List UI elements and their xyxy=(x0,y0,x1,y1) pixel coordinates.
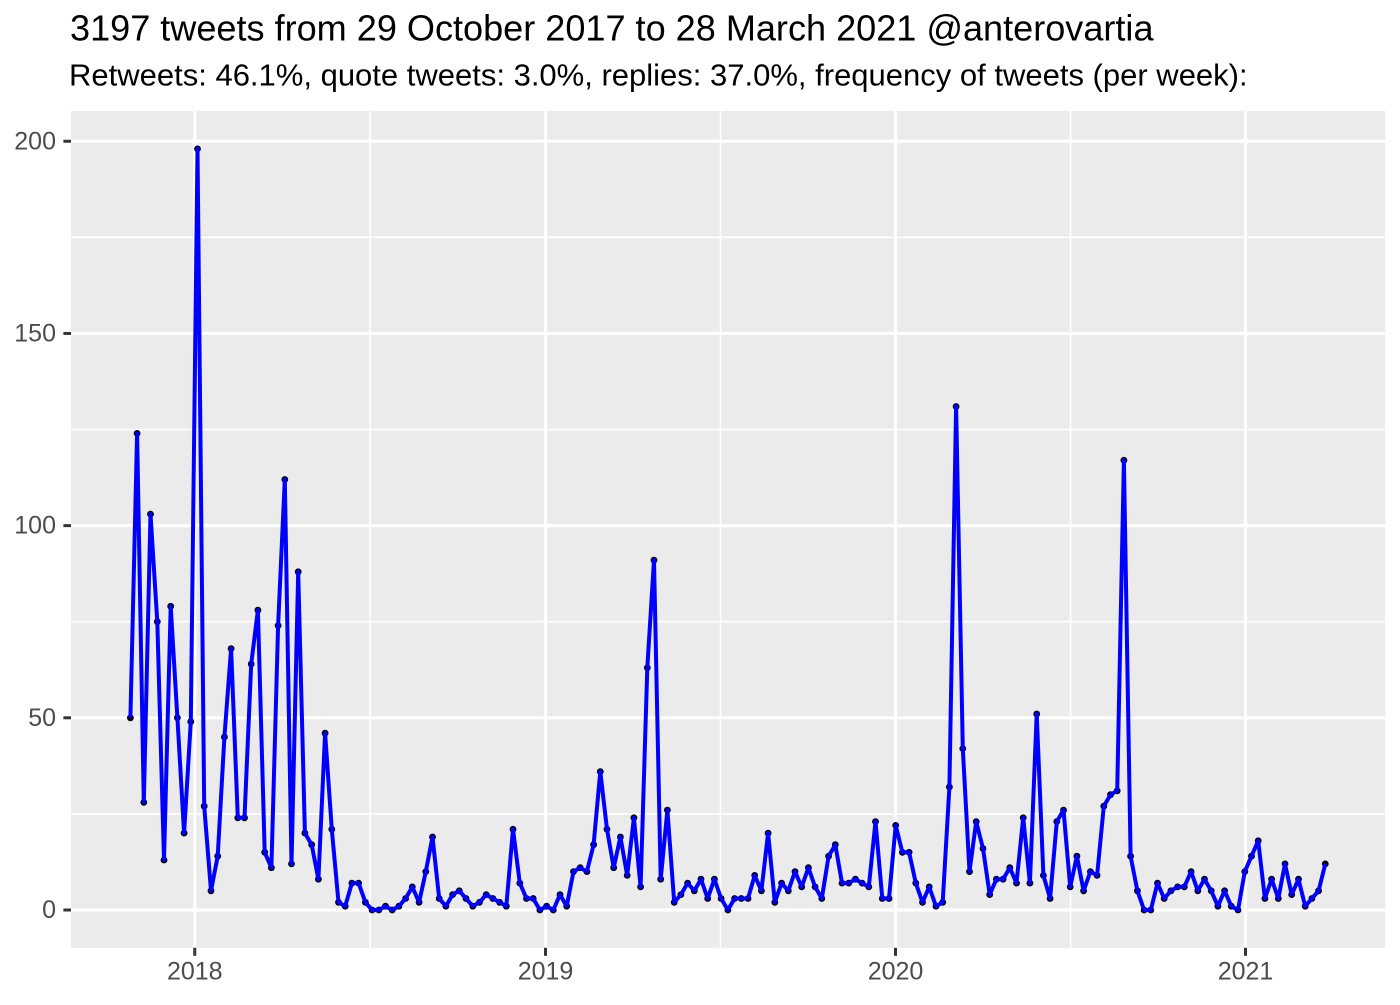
svg-text:2019: 2019 xyxy=(518,958,574,986)
svg-text:Retweets: 46.1%, quote tweets:: Retweets: 46.1%, quote tweets: 3.0%, rep… xyxy=(69,58,1248,93)
svg-text:150: 150 xyxy=(14,319,56,347)
svg-text:2018: 2018 xyxy=(167,958,223,986)
svg-text:3197 tweets from 29 October 20: 3197 tweets from 29 October 2017 to 28 M… xyxy=(70,8,1154,49)
svg-text:0: 0 xyxy=(42,896,56,924)
svg-text:50: 50 xyxy=(28,704,56,732)
svg-text:200: 200 xyxy=(14,127,56,155)
svg-text:2021: 2021 xyxy=(1218,958,1274,986)
svg-text:2020: 2020 xyxy=(868,958,924,986)
svg-text:100: 100 xyxy=(14,512,56,540)
